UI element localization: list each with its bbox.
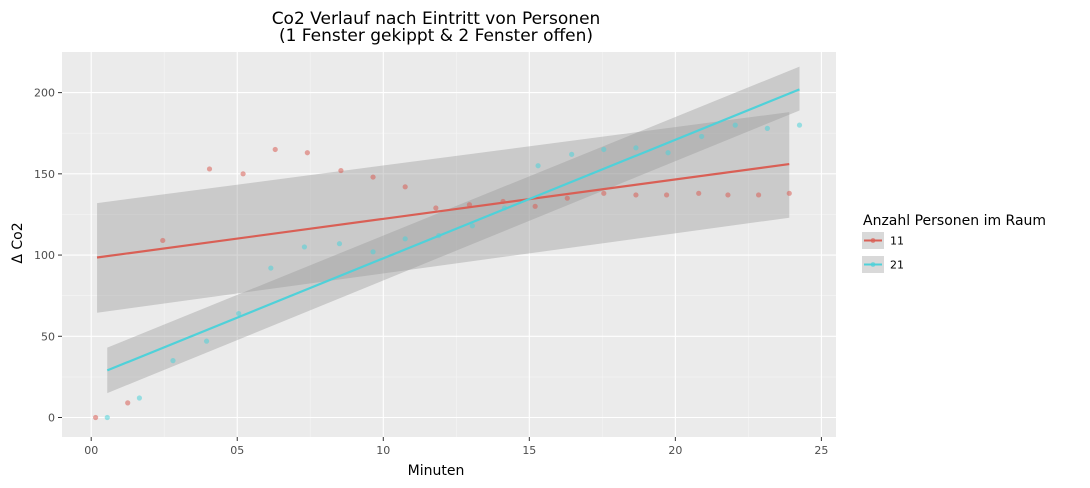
data-point-11 (240, 171, 246, 177)
data-point-11 (756, 192, 762, 198)
y-tick-label: 100 (34, 249, 55, 262)
x-tick-label: 05 (230, 444, 244, 457)
data-point-11 (370, 174, 376, 180)
legend-label-11: 11 (890, 235, 904, 248)
data-point-11 (125, 400, 131, 406)
data-point-21 (236, 310, 242, 317)
data-point-11 (786, 190, 792, 196)
data-point-11 (532, 203, 538, 209)
fit-line-21 (106, 88, 800, 372)
data-point-11 (304, 150, 310, 156)
data-point-11 (564, 195, 570, 201)
data-point-21 (268, 265, 274, 271)
data-point-21 (764, 125, 770, 131)
x-axis-ticks: 00 05 10 15 20 25 (84, 437, 828, 457)
data-point-21 (136, 395, 142, 401)
x-tick-label: 15 (522, 444, 536, 457)
chart-subtitle: (1 Fenster gekippt & 2 Fenster offen) (279, 26, 593, 46)
data-point-21 (170, 358, 176, 364)
y-axis-label: Δ Co2 (10, 222, 26, 263)
x-tick-label: 00 (84, 444, 98, 457)
legend-label-21: 21 (890, 259, 904, 272)
data-point-21 (301, 244, 308, 250)
data-point-21 (699, 133, 705, 140)
data-point-21 (796, 122, 803, 128)
x-axis-label: Minuten (408, 463, 465, 479)
data-point-11 (160, 237, 166, 244)
data-point-11 (433, 205, 439, 211)
data-point-21 (370, 249, 376, 255)
legend-title: Anzahl Personen im Raum (863, 213, 1046, 229)
ci-band-11 (97, 112, 790, 313)
data-point-21 (633, 145, 639, 151)
data-point-21 (601, 146, 607, 153)
data-point-11 (601, 190, 607, 196)
data-point-11 (92, 414, 99, 421)
legend-marker-11 (870, 238, 876, 243)
grid-major (62, 52, 836, 437)
y-tick-label: 50 (41, 330, 55, 343)
data-point-11 (696, 190, 702, 196)
data-point-11 (663, 192, 670, 198)
fit-lines (96, 88, 800, 372)
data-point-21 (535, 163, 541, 169)
data-point-21 (402, 236, 408, 242)
data-point-11 (725, 192, 731, 198)
x-tick-label: 25 (814, 444, 828, 457)
grid-minor (62, 52, 836, 437)
data-point-11 (338, 167, 344, 174)
x-tick-label: 10 (376, 444, 390, 457)
y-tick-label: 0 (48, 412, 55, 425)
data-point-11 (272, 146, 278, 153)
data-point-21 (336, 241, 343, 247)
y-tick-label: 150 (34, 168, 55, 181)
legend: Anzahl Personen im Raum 11 21 (862, 213, 1046, 273)
data-point-21 (665, 150, 671, 156)
data-point-11 (402, 184, 408, 190)
chart-title: Co2 Verlauf nach Eintritt von Personen (272, 9, 601, 29)
legend-marker-21 (870, 262, 876, 267)
data-point-21 (732, 122, 738, 128)
data-point-11 (206, 166, 213, 172)
y-tick-label: 200 (34, 87, 55, 100)
data-point-21 (469, 223, 475, 229)
y-axis-ticks: 0 50 100 150 200 (34, 87, 62, 425)
data-point-21 (104, 414, 110, 421)
data-point-11 (633, 192, 639, 198)
data-point-21 (203, 338, 210, 344)
x-tick-label: 20 (668, 444, 682, 457)
data-point-21 (569, 151, 575, 157)
fit-line-11 (96, 162, 790, 259)
